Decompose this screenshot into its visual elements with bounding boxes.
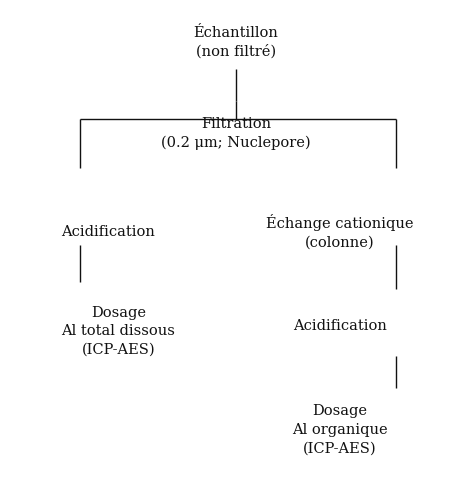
- Text: Dosage
Al total dissous
(ICP-AES): Dosage Al total dissous (ICP-AES): [61, 306, 175, 356]
- Text: Échantillon
(non filtré): Échantillon (non filtré): [194, 26, 278, 58]
- Text: Acidification: Acidification: [293, 319, 387, 333]
- Text: Filtration
(0.2 μm; Nuclepore): Filtration (0.2 μm; Nuclepore): [161, 117, 311, 150]
- Text: Acidification: Acidification: [61, 225, 155, 239]
- Text: Dosage
Al organique
(ICP-AES): Dosage Al organique (ICP-AES): [292, 405, 388, 455]
- Text: Échange cationique
(colonne): Échange cationique (colonne): [266, 214, 413, 250]
